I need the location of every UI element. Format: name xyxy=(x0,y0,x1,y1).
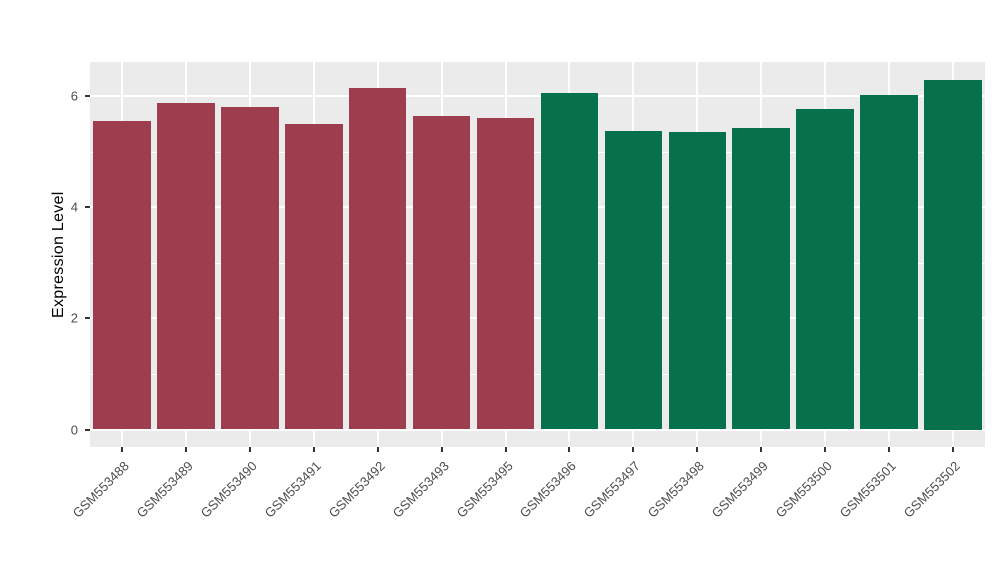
x-tick-label: GSM553492 xyxy=(325,458,388,521)
y-tick-label: 2 xyxy=(70,310,78,326)
x-tick-label: GSM553499 xyxy=(708,458,772,521)
x-tick-mark xyxy=(184,447,187,452)
bar-GSM553498 xyxy=(668,132,727,430)
gridline-major xyxy=(90,95,985,98)
x-tick-mark xyxy=(632,447,635,452)
x-tick-mark xyxy=(440,447,443,452)
y-axis: 0 2 4 6 xyxy=(0,62,90,447)
x-tick-label: GSM553495 xyxy=(453,458,516,521)
x-tick-mark xyxy=(504,447,507,452)
bar-GSM553492 xyxy=(348,87,407,430)
gridline-minor xyxy=(90,151,985,153)
x-tick-label: GSM553501 xyxy=(836,458,900,521)
x-tick-mark xyxy=(568,447,571,452)
plot-panel xyxy=(90,62,985,447)
x-tick-label: GSM553496 xyxy=(517,458,580,521)
x-tick-label: GSM553497 xyxy=(581,458,644,521)
bar-GSM553499 xyxy=(732,127,790,430)
bar-GSM553493 xyxy=(412,115,471,430)
x-tick-label: GSM553493 xyxy=(389,458,452,521)
y-tick-label: 4 xyxy=(70,199,78,215)
x-tick-mark xyxy=(120,447,123,452)
y-tick-mark xyxy=(85,317,90,320)
y-tick-mark xyxy=(85,95,90,98)
y-tick-mark xyxy=(85,428,90,431)
x-tick-label: GSM553490 xyxy=(197,458,260,521)
bar-GSM553491 xyxy=(284,123,343,430)
gridline-major xyxy=(90,206,985,209)
bar-GSM553488 xyxy=(93,121,151,430)
bar-GSM553501 xyxy=(860,95,918,430)
bar-GSM553490 xyxy=(221,107,279,430)
x-tick-label: GSM553498 xyxy=(645,458,708,521)
x-tick-mark xyxy=(248,447,251,452)
bar-GSM553496 xyxy=(540,93,599,430)
y-tick-label: 0 xyxy=(70,422,78,437)
y-tick-label: 6 xyxy=(70,88,78,104)
x-tick-mark xyxy=(696,447,699,452)
bar-GSM553495 xyxy=(476,118,535,430)
bar-GSM553500 xyxy=(796,108,854,430)
x-tick-mark xyxy=(824,447,827,452)
bar-GSM553502 xyxy=(924,79,982,430)
x-tick-mark xyxy=(376,447,379,452)
gridline-major xyxy=(90,317,985,320)
x-tick-label: GSM553489 xyxy=(133,458,196,521)
x-axis: GSM553488 GSM553489 GSM553490 GSM553491 GSM5… xyxy=(70,447,985,580)
x-tick-label: GSM553488 xyxy=(69,458,132,521)
bar-GSM553497 xyxy=(604,130,663,430)
gridline-minor xyxy=(90,373,985,375)
x-tick-mark xyxy=(312,447,315,452)
y-tick-mark xyxy=(85,206,90,209)
bar-GSM553489 xyxy=(157,102,215,430)
x-tick-mark xyxy=(952,447,955,452)
gridline-minor xyxy=(90,262,985,264)
x-tick-label: GSM553500 xyxy=(772,458,836,521)
gridline-major xyxy=(90,428,985,431)
x-tick-label: GSM553491 xyxy=(261,458,324,521)
x-tick-mark xyxy=(760,447,763,452)
x-tick-label: GSM553502 xyxy=(900,458,963,521)
x-tick-mark xyxy=(888,447,891,452)
